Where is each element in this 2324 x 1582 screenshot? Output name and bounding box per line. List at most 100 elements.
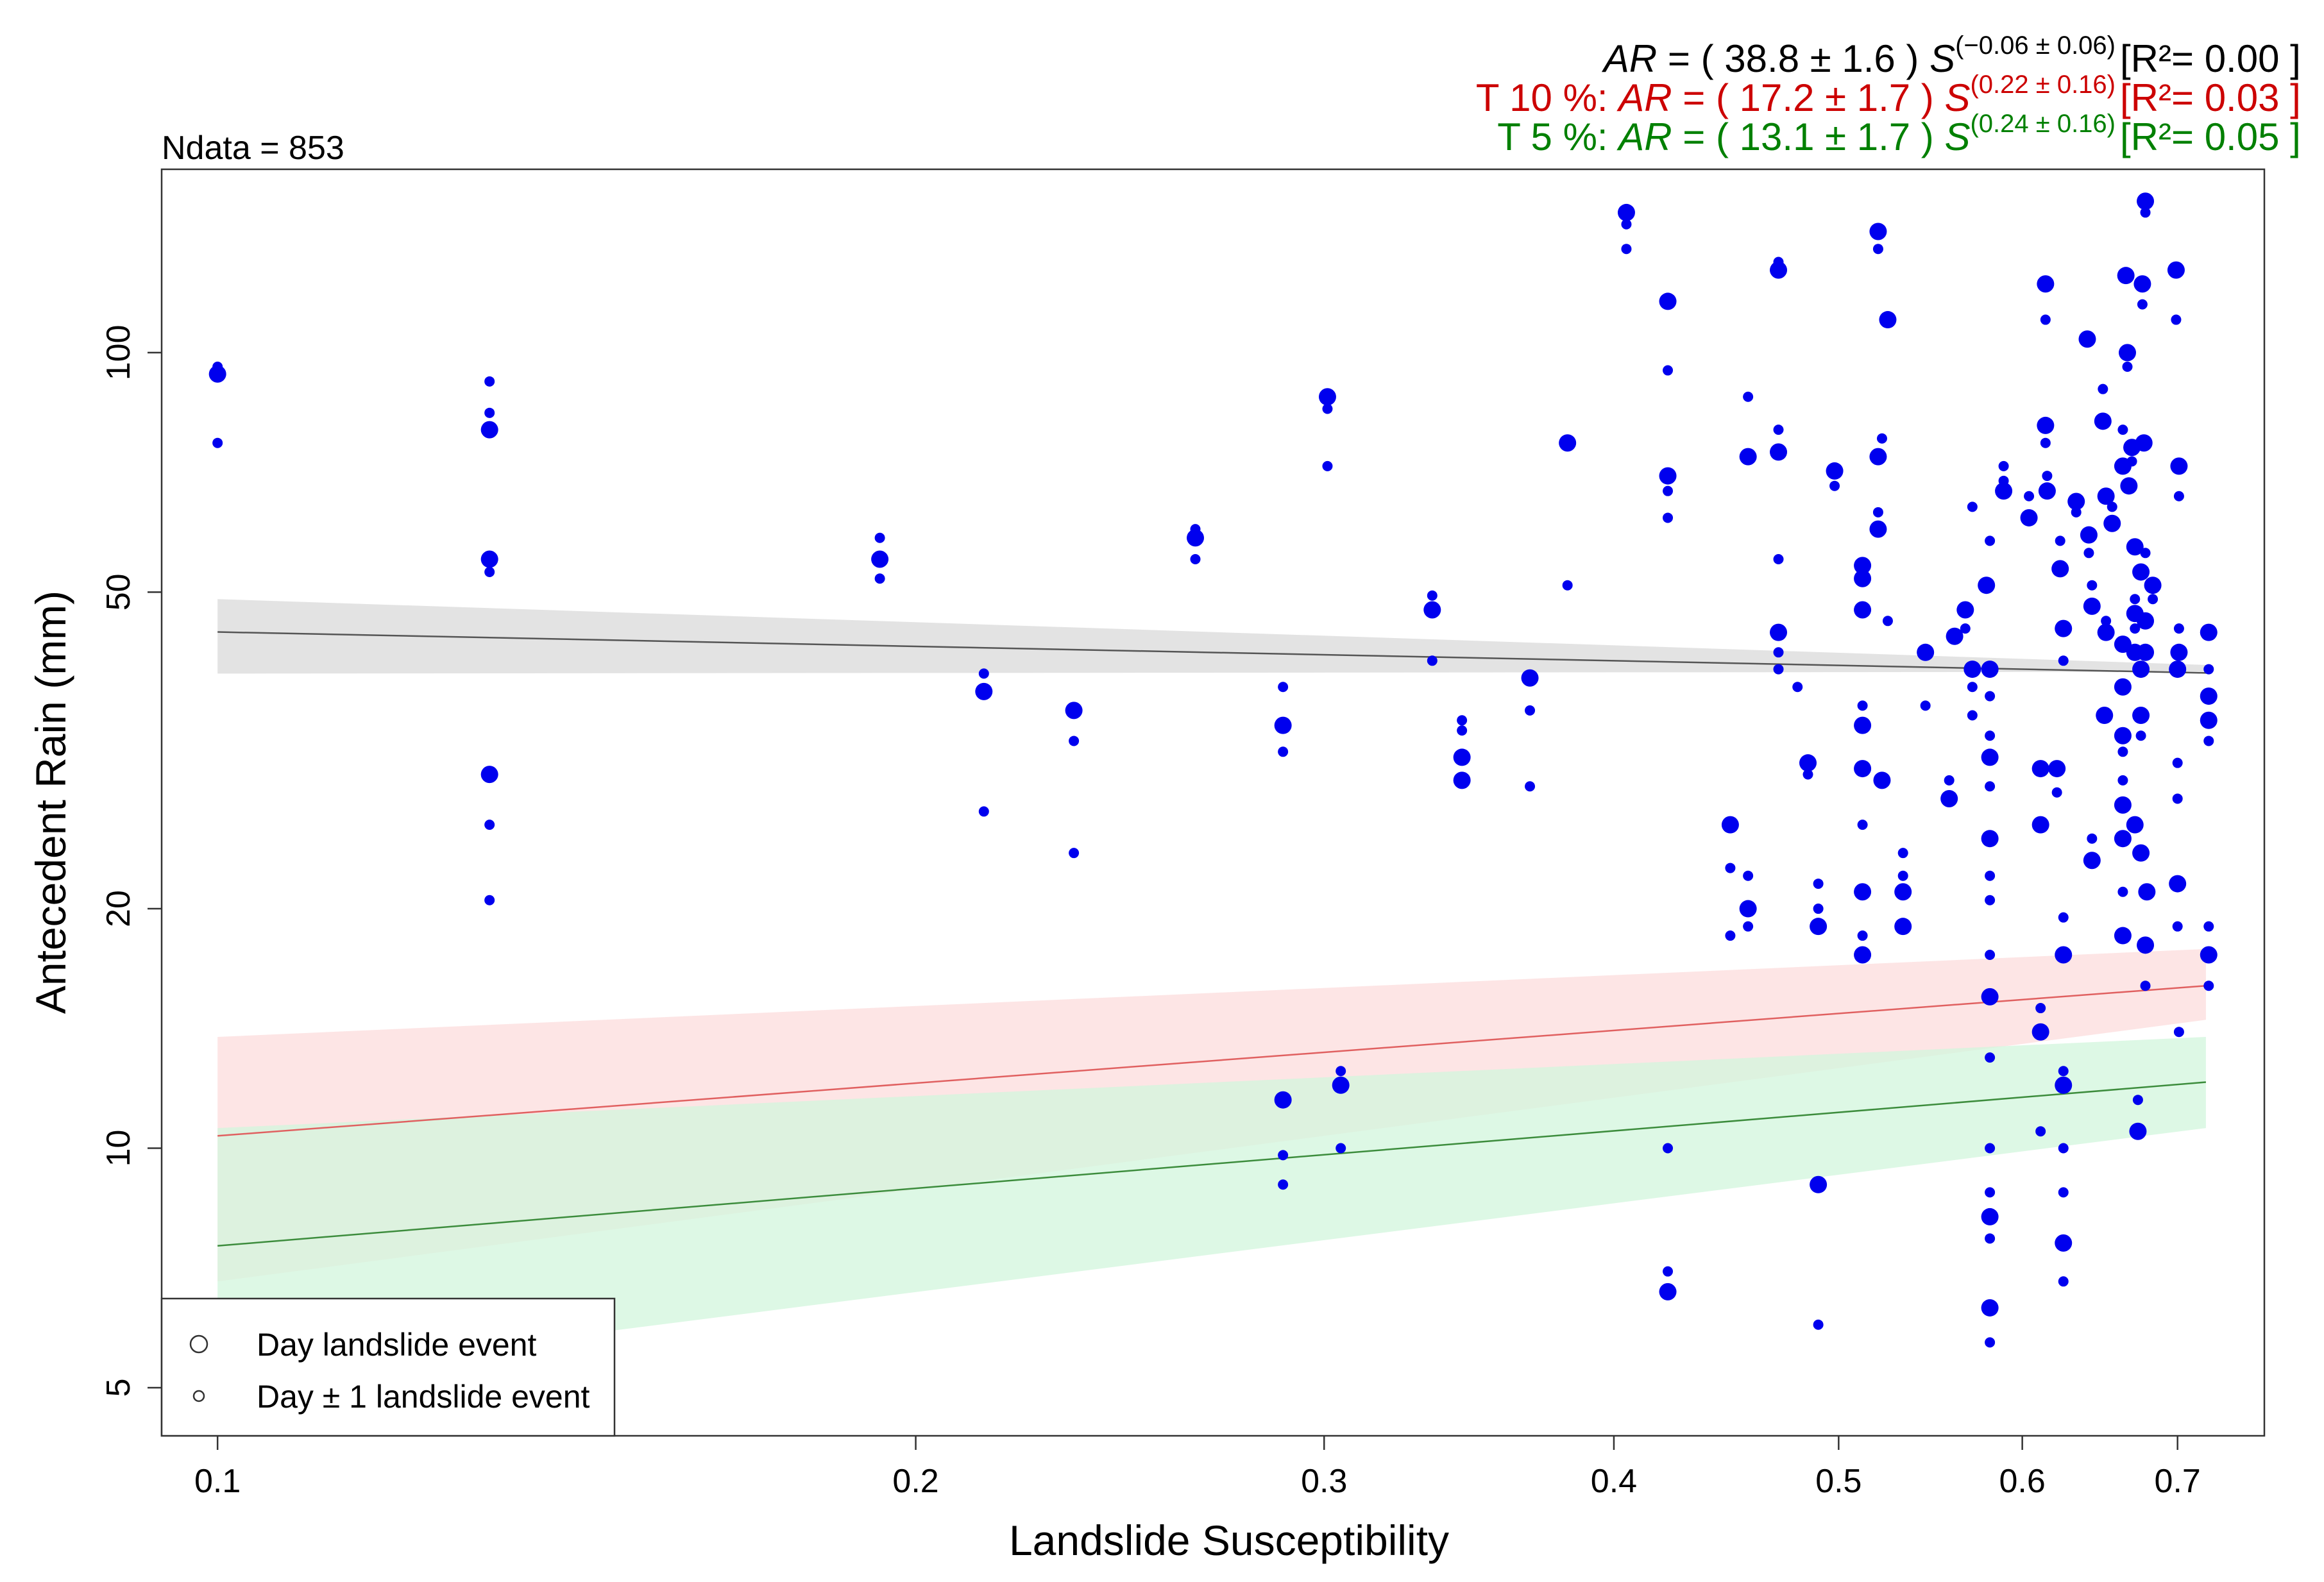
point-day-pm1-event [1985, 895, 1996, 905]
point-day-pm1-event [2203, 664, 2214, 675]
point-day-event [1869, 223, 1887, 240]
point-day-pm1-event [2087, 833, 2098, 844]
equation-fit: AR = ( 38.8 ± 1.6 ) S(−0.06 ± 0.06) [1602, 31, 2116, 80]
point-day-event [871, 550, 889, 568]
point-day-event [2055, 1234, 2073, 1252]
point-day-event [2097, 623, 2115, 641]
equation-t10: T 10 %: AR = ( 17.2 ± 1.7 ) S(0.22 ± 0.1… [1476, 71, 2116, 119]
point-day-pm1-event [2035, 1126, 2046, 1137]
point-day-pm1-event [1967, 710, 1978, 721]
equation-fit-base: S [1930, 37, 1955, 80]
point-day-event [2132, 707, 2150, 725]
point-day-pm1-event [1525, 705, 1536, 716]
point-day-event [208, 365, 226, 383]
point-day-pm1-event [2173, 1027, 2184, 1038]
point-day-pm1-event [2058, 655, 2069, 666]
legend-label-day-pm1: Day ± 1 landslide event [257, 1379, 590, 1415]
point-day-pm1-event [1985, 1143, 1996, 1154]
point-day-event [1274, 716, 1292, 734]
point-day-event [1770, 443, 1788, 461]
point-day-event [1318, 388, 1336, 406]
point-day-event [2055, 619, 2073, 637]
band-fit [217, 599, 2206, 674]
point-day-pm1-event [1278, 1179, 1289, 1190]
point-day-event [1423, 601, 1441, 619]
point-day-pm1-event [1829, 480, 1840, 491]
equation-t10-base: S [1944, 76, 1970, 119]
point-day-event [2037, 416, 2055, 434]
point-day-event [1981, 661, 1999, 678]
point-day-pm1-event [1427, 655, 1438, 666]
point-day-event [1770, 623, 1788, 641]
point-day-pm1-event [1773, 664, 1784, 675]
point-day-event [2200, 687, 2218, 705]
legend: Day landslide event Day ± 1 landslide ev… [160, 1297, 616, 1437]
point-day-pm1-event [1967, 682, 1978, 693]
point-day-pm1-event [2122, 361, 2133, 372]
point-day-event [2103, 514, 2121, 532]
point-day-pm1-event [1336, 1143, 1346, 1154]
point-day-pm1-event [1897, 870, 1908, 881]
point-day-event [1721, 816, 1739, 834]
point-day-pm1-event [1663, 365, 1674, 376]
point-day-event [2126, 538, 2144, 556]
point-day-event [2132, 661, 2150, 678]
point-day-event [2055, 946, 2073, 964]
point-day-event [1917, 643, 1935, 661]
point-day-event [1879, 311, 1897, 329]
point-day-event [1799, 754, 1817, 772]
point-day-pm1-event [2203, 736, 2214, 746]
point-day-event [2067, 492, 2085, 510]
point-day-pm1-event [1743, 870, 1754, 881]
x-tick-label: 0.3 [1301, 1463, 1347, 1500]
point-day-pm1-event [1069, 848, 1080, 859]
point-day-pm1-event [1773, 554, 1784, 565]
point-day-pm1-event [484, 820, 495, 830]
equations: AR = ( 38.8 ± 1.6 ) S(−0.06 ± 0.06) [R²=… [1476, 31, 2301, 158]
point-day-pm1-event [1967, 501, 1978, 512]
point-day-event [1521, 669, 1539, 687]
point-day-event [2133, 275, 2151, 293]
point-day-pm1-event [1069, 736, 1080, 746]
point-day-event [1659, 1283, 1677, 1300]
point-day-pm1-event [1725, 930, 1736, 941]
point-day-pm1-event [1857, 930, 1868, 941]
point-day-pm1-event [1322, 403, 1333, 414]
point-day-pm1-event [1985, 781, 1996, 792]
y-tick-label: 10 [100, 1130, 137, 1167]
point-day-pm1-event [2083, 548, 2094, 559]
point-day-pm1-event [2087, 580, 2098, 591]
point-day-pm1-event [1278, 682, 1289, 693]
point-day-pm1-event [1621, 244, 1632, 255]
point-day-event [2200, 946, 2218, 964]
point-day-pm1-event [1872, 244, 1883, 255]
y-tick-label: 20 [100, 890, 137, 927]
point-day-pm1-event [2024, 491, 2035, 501]
point-day-pm1-event [1882, 616, 1893, 627]
point-day-pm1-event [484, 376, 495, 387]
axes: 0.1 0.2 0.3 0.4 0.5 0.6 0.7 5 10 20 50 100 [100, 325, 2201, 1500]
equation-t10-r2: [R²= 0.03 ] [2120, 76, 2301, 119]
point-day-pm1-event [2040, 437, 2051, 448]
point-day-pm1-event [1985, 1187, 1996, 1198]
point-day-event [1453, 771, 1471, 789]
point-day-event [2200, 623, 2218, 641]
point-day-pm1-event [2051, 787, 2062, 798]
point-day-event [2055, 1076, 2073, 1094]
point-day-pm1-event [1876, 433, 1887, 444]
point-day-event [2114, 796, 2132, 814]
legend-label-day: Day landslide event [257, 1327, 536, 1363]
point-day-pm1-event [1562, 580, 1573, 591]
point-day-event [1617, 203, 1635, 221]
point-day-event [2078, 330, 2096, 348]
point-day-event [1981, 830, 1999, 848]
point-day-event [1854, 716, 1872, 734]
point-day-event [1873, 771, 1891, 789]
point-day-pm1-event [2130, 594, 2141, 605]
point-day-pm1-event [2140, 207, 2151, 218]
point-day-event [2132, 844, 2150, 862]
point-day-pm1-event [1985, 949, 1996, 960]
point-day-event [1810, 1175, 1828, 1193]
point-day-pm1-event [978, 668, 989, 679]
point-day-event [2114, 457, 2132, 475]
